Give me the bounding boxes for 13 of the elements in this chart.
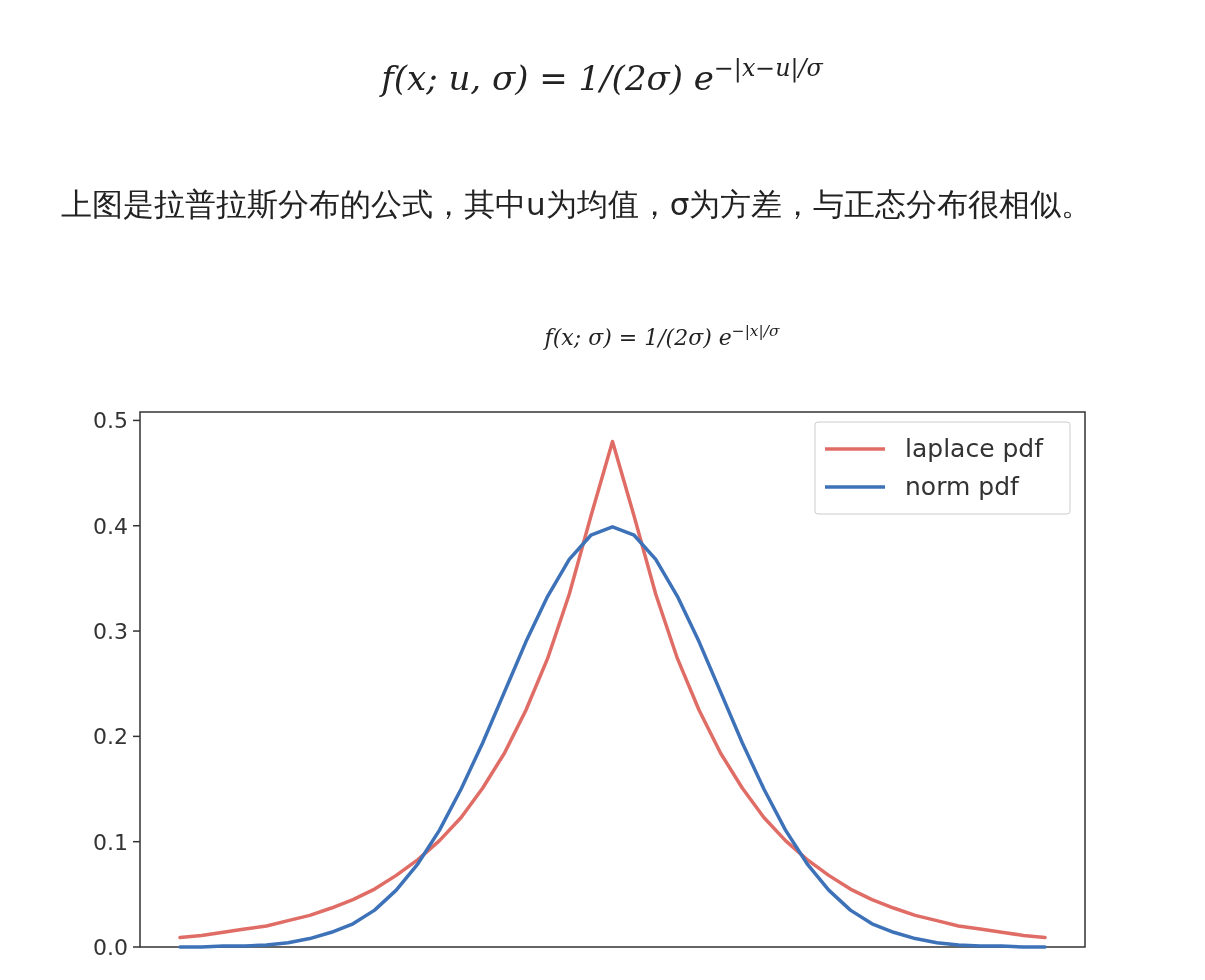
line-series: [178, 525, 1047, 949]
y-tick-label: 0.4: [93, 513, 128, 539]
legend-label: norm pdf: [905, 472, 1021, 501]
y-tick-label: 0.3: [93, 619, 128, 645]
text: f(x; u, σ) = 1/(2σ) e$^{−|x−u|/σ}$: [378, 54, 824, 98]
y-tick-label: 0.2: [93, 724, 128, 750]
y-tick-label: 0.1: [93, 829, 128, 855]
text: 上图是拉普拉斯分布的公式，其中u为均值，σ为方差，与正态分布很相似。: [60, 185, 1094, 224]
y-tick-label: 0.5: [93, 408, 128, 434]
chart-title: f(x; σ) = 1/(2σ) e$^{−|x|/σ}$: [542, 322, 780, 350]
line-series: [178, 439, 1047, 940]
legend-label: laplace pdf: [905, 434, 1045, 463]
y-tick-label: 0.0: [93, 935, 128, 960]
